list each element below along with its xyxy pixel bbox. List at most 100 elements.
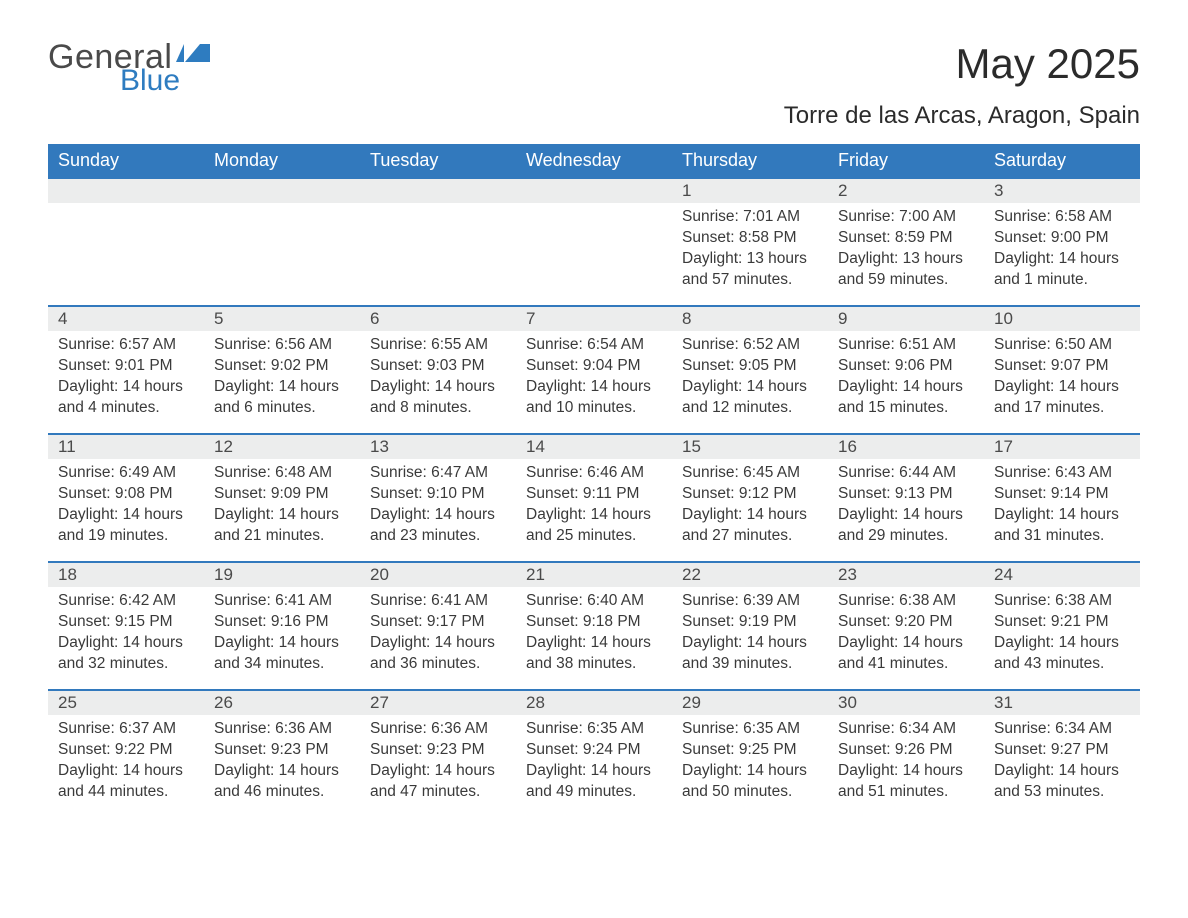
- day-number: 8: [672, 307, 828, 331]
- sunset-text: Sunset: 9:01 PM: [58, 356, 194, 377]
- sunset-text: Sunset: 9:05 PM: [682, 356, 818, 377]
- day-details: Sunrise: 6:35 AMSunset: 9:24 PMDaylight:…: [516, 715, 672, 811]
- calendar-day-cell: 20Sunrise: 6:41 AMSunset: 9:17 PMDayligh…: [360, 562, 516, 690]
- daylight-text: Daylight: 14 hours and 12 minutes.: [682, 377, 818, 419]
- day-details: Sunrise: 6:36 AMSunset: 9:23 PMDaylight:…: [360, 715, 516, 811]
- calendar-day-cell: [516, 178, 672, 306]
- sunset-text: Sunset: 9:16 PM: [214, 612, 350, 633]
- sunrise-text: Sunrise: 6:34 AM: [838, 719, 974, 740]
- sunset-text: Sunset: 9:22 PM: [58, 740, 194, 761]
- sunset-text: Sunset: 9:06 PM: [838, 356, 974, 377]
- day-details: Sunrise: 6:55 AMSunset: 9:03 PMDaylight:…: [360, 331, 516, 427]
- flag-icon: [176, 44, 210, 68]
- sunrise-text: Sunrise: 6:42 AM: [58, 591, 194, 612]
- sunrise-text: Sunrise: 6:49 AM: [58, 463, 194, 484]
- sunrise-text: Sunrise: 6:47 AM: [370, 463, 506, 484]
- calendar-day-cell: 22Sunrise: 6:39 AMSunset: 9:19 PMDayligh…: [672, 562, 828, 690]
- brand-blue-text: Blue: [120, 66, 210, 96]
- calendar-day-cell: 2Sunrise: 7:00 AMSunset: 8:59 PMDaylight…: [828, 178, 984, 306]
- sunrise-text: Sunrise: 6:57 AM: [58, 335, 194, 356]
- sunrise-text: Sunrise: 6:41 AM: [214, 591, 350, 612]
- day-details: Sunrise: 6:37 AMSunset: 9:22 PMDaylight:…: [48, 715, 204, 811]
- day-number: 23: [828, 563, 984, 587]
- calendar-day-cell: 1Sunrise: 7:01 AMSunset: 8:58 PMDaylight…: [672, 178, 828, 306]
- day-details: Sunrise: 6:41 AMSunset: 9:16 PMDaylight:…: [204, 587, 360, 683]
- daylight-text: Daylight: 14 hours and 41 minutes.: [838, 633, 974, 675]
- daylight-text: Daylight: 14 hours and 4 minutes.: [58, 377, 194, 419]
- day-number: [204, 179, 360, 203]
- month-title: May 2025: [784, 40, 1140, 88]
- sunrise-text: Sunrise: 6:36 AM: [214, 719, 350, 740]
- sunrise-text: Sunrise: 6:41 AM: [370, 591, 506, 612]
- daylight-text: Daylight: 14 hours and 51 minutes.: [838, 761, 974, 803]
- calendar-week-row: 4Sunrise: 6:57 AMSunset: 9:01 PMDaylight…: [48, 306, 1140, 434]
- calendar-day-cell: 29Sunrise: 6:35 AMSunset: 9:25 PMDayligh…: [672, 690, 828, 818]
- daylight-text: Daylight: 14 hours and 38 minutes.: [526, 633, 662, 675]
- calendar-day-cell: [360, 178, 516, 306]
- day-details: Sunrise: 6:54 AMSunset: 9:04 PMDaylight:…: [516, 331, 672, 427]
- daylight-text: Daylight: 14 hours and 15 minutes.: [838, 377, 974, 419]
- sunset-text: Sunset: 9:24 PM: [526, 740, 662, 761]
- sunset-text: Sunset: 9:27 PM: [994, 740, 1130, 761]
- calendar-day-cell: 4Sunrise: 6:57 AMSunset: 9:01 PMDaylight…: [48, 306, 204, 434]
- sunrise-text: Sunrise: 6:35 AM: [682, 719, 818, 740]
- day-details: Sunrise: 6:34 AMSunset: 9:27 PMDaylight:…: [984, 715, 1140, 811]
- day-number: 1: [672, 179, 828, 203]
- calendar-day-cell: 26Sunrise: 6:36 AMSunset: 9:23 PMDayligh…: [204, 690, 360, 818]
- calendar-day-cell: 16Sunrise: 6:44 AMSunset: 9:13 PMDayligh…: [828, 434, 984, 562]
- sunrise-text: Sunrise: 6:44 AM: [838, 463, 974, 484]
- sunset-text: Sunset: 9:20 PM: [838, 612, 974, 633]
- daylight-text: Daylight: 14 hours and 39 minutes.: [682, 633, 818, 675]
- calendar-day-cell: 24Sunrise: 6:38 AMSunset: 9:21 PMDayligh…: [984, 562, 1140, 690]
- day-details: Sunrise: 6:38 AMSunset: 9:21 PMDaylight:…: [984, 587, 1140, 683]
- sunset-text: Sunset: 9:03 PM: [370, 356, 506, 377]
- sunset-text: Sunset: 9:14 PM: [994, 484, 1130, 505]
- calendar-week-row: 1Sunrise: 7:01 AMSunset: 8:58 PMDaylight…: [48, 178, 1140, 306]
- daylight-text: Daylight: 14 hours and 19 minutes.: [58, 505, 194, 547]
- day-number: 19: [204, 563, 360, 587]
- sunset-text: Sunset: 9:08 PM: [58, 484, 194, 505]
- weekday-header-row: SundayMondayTuesdayWednesdayThursdayFrid…: [48, 144, 1140, 178]
- day-details: Sunrise: 6:57 AMSunset: 9:01 PMDaylight:…: [48, 331, 204, 427]
- sunrise-text: Sunrise: 6:34 AM: [994, 719, 1130, 740]
- sunset-text: Sunset: 9:09 PM: [214, 484, 350, 505]
- sunrise-text: Sunrise: 6:48 AM: [214, 463, 350, 484]
- day-number: 15: [672, 435, 828, 459]
- day-number: 12: [204, 435, 360, 459]
- daylight-text: Daylight: 14 hours and 27 minutes.: [682, 505, 818, 547]
- daylight-text: Daylight: 14 hours and 17 minutes.: [994, 377, 1130, 419]
- sunrise-text: Sunrise: 6:37 AM: [58, 719, 194, 740]
- day-number: 22: [672, 563, 828, 587]
- sunset-text: Sunset: 9:07 PM: [994, 356, 1130, 377]
- weekday-header: Wednesday: [516, 144, 672, 178]
- weekday-header: Thursday: [672, 144, 828, 178]
- daylight-text: Daylight: 14 hours and 49 minutes.: [526, 761, 662, 803]
- sunrise-text: Sunrise: 6:36 AM: [370, 719, 506, 740]
- day-details: Sunrise: 6:43 AMSunset: 9:14 PMDaylight:…: [984, 459, 1140, 555]
- day-details: Sunrise: 6:56 AMSunset: 9:02 PMDaylight:…: [204, 331, 360, 427]
- day-number: [360, 179, 516, 203]
- day-details: Sunrise: 6:36 AMSunset: 9:23 PMDaylight:…: [204, 715, 360, 811]
- daylight-text: Daylight: 14 hours and 10 minutes.: [526, 377, 662, 419]
- sunset-text: Sunset: 8:59 PM: [838, 228, 974, 249]
- calendar-day-cell: 5Sunrise: 6:56 AMSunset: 9:02 PMDaylight…: [204, 306, 360, 434]
- sunrise-text: Sunrise: 7:01 AM: [682, 207, 818, 228]
- sunrise-text: Sunrise: 6:55 AM: [370, 335, 506, 356]
- sunrise-text: Sunrise: 6:43 AM: [994, 463, 1130, 484]
- calendar-day-cell: 13Sunrise: 6:47 AMSunset: 9:10 PMDayligh…: [360, 434, 516, 562]
- sunset-text: Sunset: 9:13 PM: [838, 484, 974, 505]
- sunset-text: Sunset: 9:10 PM: [370, 484, 506, 505]
- day-details: Sunrise: 6:39 AMSunset: 9:19 PMDaylight:…: [672, 587, 828, 683]
- sunrise-text: Sunrise: 6:39 AM: [682, 591, 818, 612]
- day-number: [516, 179, 672, 203]
- day-number: 14: [516, 435, 672, 459]
- sunrise-text: Sunrise: 6:54 AM: [526, 335, 662, 356]
- daylight-text: Daylight: 14 hours and 50 minutes.: [682, 761, 818, 803]
- daylight-text: Daylight: 14 hours and 31 minutes.: [994, 505, 1130, 547]
- sunrise-text: Sunrise: 6:56 AM: [214, 335, 350, 356]
- day-details: Sunrise: 6:46 AMSunset: 9:11 PMDaylight:…: [516, 459, 672, 555]
- day-details: Sunrise: 6:49 AMSunset: 9:08 PMDaylight:…: [48, 459, 204, 555]
- day-number: 18: [48, 563, 204, 587]
- day-details: Sunrise: 6:52 AMSunset: 9:05 PMDaylight:…: [672, 331, 828, 427]
- calendar-day-cell: 11Sunrise: 6:49 AMSunset: 9:08 PMDayligh…: [48, 434, 204, 562]
